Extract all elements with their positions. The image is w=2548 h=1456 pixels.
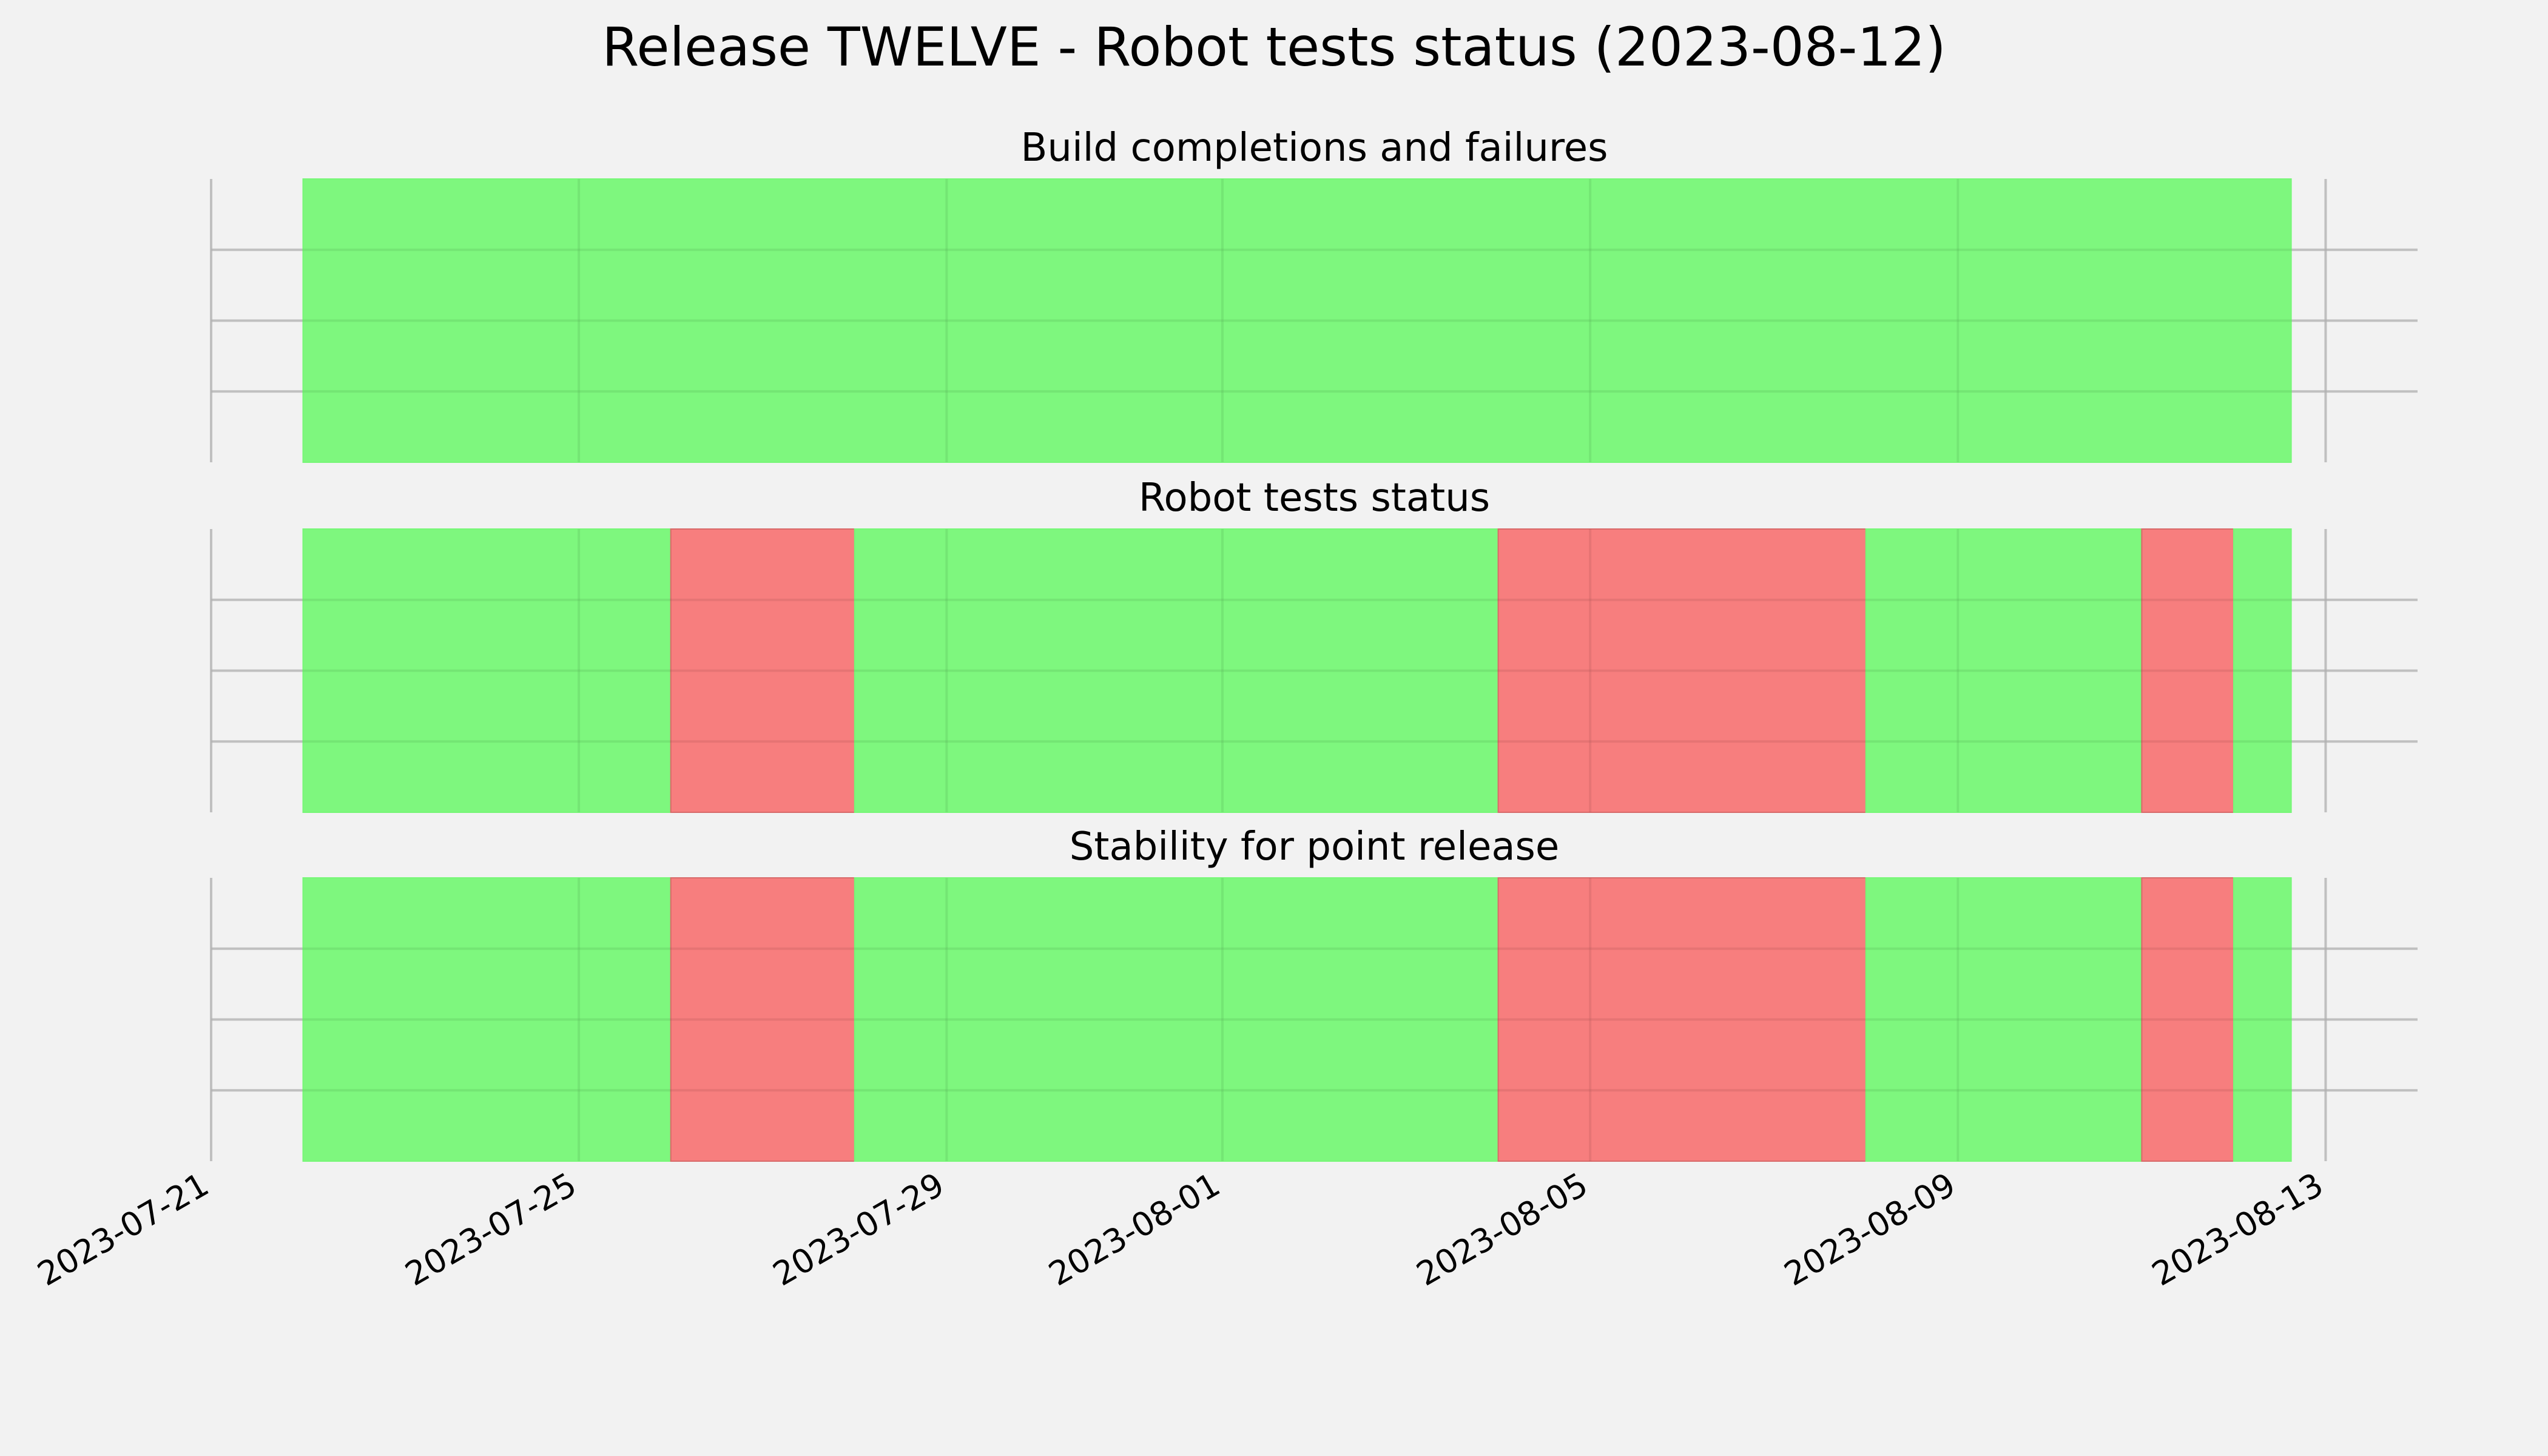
segment-fail [2141, 528, 2234, 813]
panel-2: Robot tests status [210, 476, 2418, 813]
x-tick-label: 2023-07-29 [767, 1165, 951, 1293]
panel-title: Build completions and failures [1021, 126, 1608, 170]
segment-pass [854, 877, 1499, 1162]
x-axis: 2023-07-21 2023-07-25 2023-07-29 2023-08-01… [31, 1165, 2330, 1293]
panel-1: Build completions and failures [210, 126, 2418, 463]
x-tick-label: 2023-07-21 [31, 1165, 215, 1293]
segment-pass [2233, 528, 2292, 813]
x-tick-label: 2023-08-09 [1778, 1165, 1962, 1293]
segment-pass [302, 178, 2292, 463]
segment-pass [1865, 877, 2143, 1162]
segment-fail [1497, 528, 1867, 813]
panel-title: Robot tests status [1139, 476, 1490, 521]
x-tick-label: 2023-08-01 [1042, 1165, 1226, 1293]
segment-fail [1497, 877, 1867, 1162]
x-tick-label: 2023-08-05 [1410, 1165, 1594, 1293]
chart-title: Release TWELVE - Robot tests status (202… [602, 16, 1946, 78]
x-tick-label: 2023-08-13 [2146, 1165, 2330, 1293]
segment-pass [2233, 877, 2292, 1162]
segment-fail [2141, 877, 2234, 1162]
panel-title: Stability for point release [1070, 824, 1560, 869]
segment-fail [670, 528, 855, 813]
panels: Build completions and failures Robot test… [210, 126, 2418, 1162]
panel-3: Stability for point release [210, 824, 2418, 1162]
segment-pass [302, 877, 672, 1162]
segment-pass [854, 528, 1499, 813]
segment-fail [670, 877, 855, 1162]
segment-pass [1865, 528, 2143, 813]
x-tick-label: 2023-07-25 [399, 1165, 582, 1293]
